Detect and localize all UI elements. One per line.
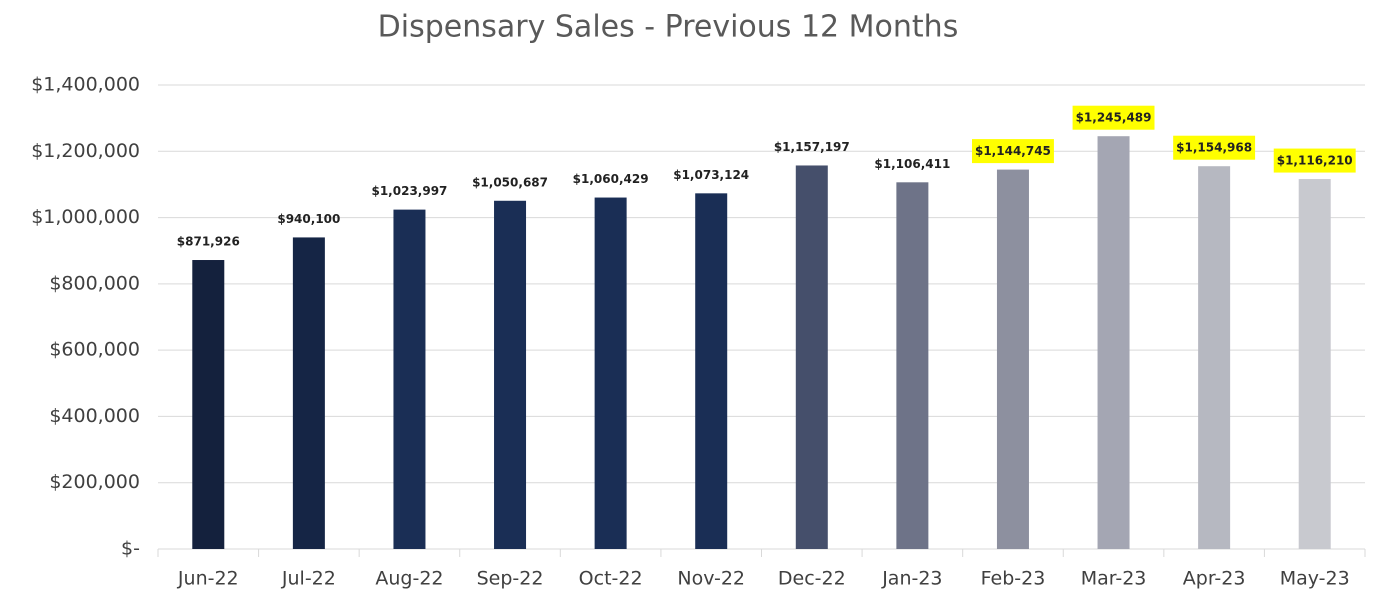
bar (1198, 166, 1231, 549)
x-tick-label: May-23 (1280, 568, 1350, 590)
label-highlight (1173, 135, 1256, 160)
bar (896, 182, 929, 550)
value-label: $1,144,745 (975, 144, 1051, 158)
y-tick-label: $800,000 (49, 272, 140, 294)
value-label: $1,106,411 (874, 157, 950, 171)
y-tick-label: $1,200,000 (31, 140, 140, 162)
bar (192, 260, 225, 549)
bar (494, 200, 527, 549)
y-tick-label: $400,000 (49, 405, 140, 427)
x-tick-label: Jun-22 (177, 568, 239, 590)
value-label: $1,060,429 (573, 172, 649, 186)
x-tick-label: Jan-23 (881, 568, 942, 590)
value-label: $871,926 (177, 235, 240, 249)
bar (393, 209, 426, 549)
label-highlight (971, 139, 1054, 164)
value-label: $1,154,968 (1176, 141, 1252, 155)
y-tick-label: $1,400,000 (31, 74, 140, 96)
bar (594, 197, 627, 550)
value-label: $940,100 (277, 212, 340, 226)
x-tick-label: Dec-22 (778, 568, 846, 590)
x-tick-label: Feb-23 (981, 568, 1046, 590)
x-tick-label: Apr-23 (1183, 568, 1246, 590)
value-label: $1,073,124 (673, 168, 749, 182)
chart-title: Dispensary Sales - Previous 12 Months (378, 10, 959, 45)
x-tick-label: Jul-22 (281, 568, 336, 590)
y-tick-label: $1,000,000 (31, 206, 140, 228)
value-label: $1,116,210 (1277, 154, 1353, 168)
value-label: $1,050,687 (472, 175, 548, 189)
label-highlight (1273, 148, 1356, 173)
bar (292, 237, 325, 549)
x-tick-label: Nov-22 (677, 568, 745, 590)
x-tick-label: Aug-22 (375, 568, 443, 590)
bar (996, 169, 1029, 549)
bar (1298, 179, 1331, 549)
x-tick-label: Sep-22 (477, 568, 544, 590)
value-label: $1,245,489 (1076, 111, 1152, 125)
value-label: $1,157,197 (774, 140, 850, 154)
y-tick-label: $- (121, 538, 140, 560)
label-highlight (1072, 105, 1155, 130)
bar (795, 165, 828, 549)
y-tick-label: $200,000 (49, 471, 140, 493)
value-label: $1,023,997 (371, 184, 447, 198)
x-tick-label: Oct-22 (579, 568, 643, 590)
bar (1097, 136, 1130, 550)
x-tick-label: Mar-23 (1081, 568, 1147, 590)
bar (695, 193, 728, 549)
y-tick-label: $600,000 (49, 339, 140, 361)
